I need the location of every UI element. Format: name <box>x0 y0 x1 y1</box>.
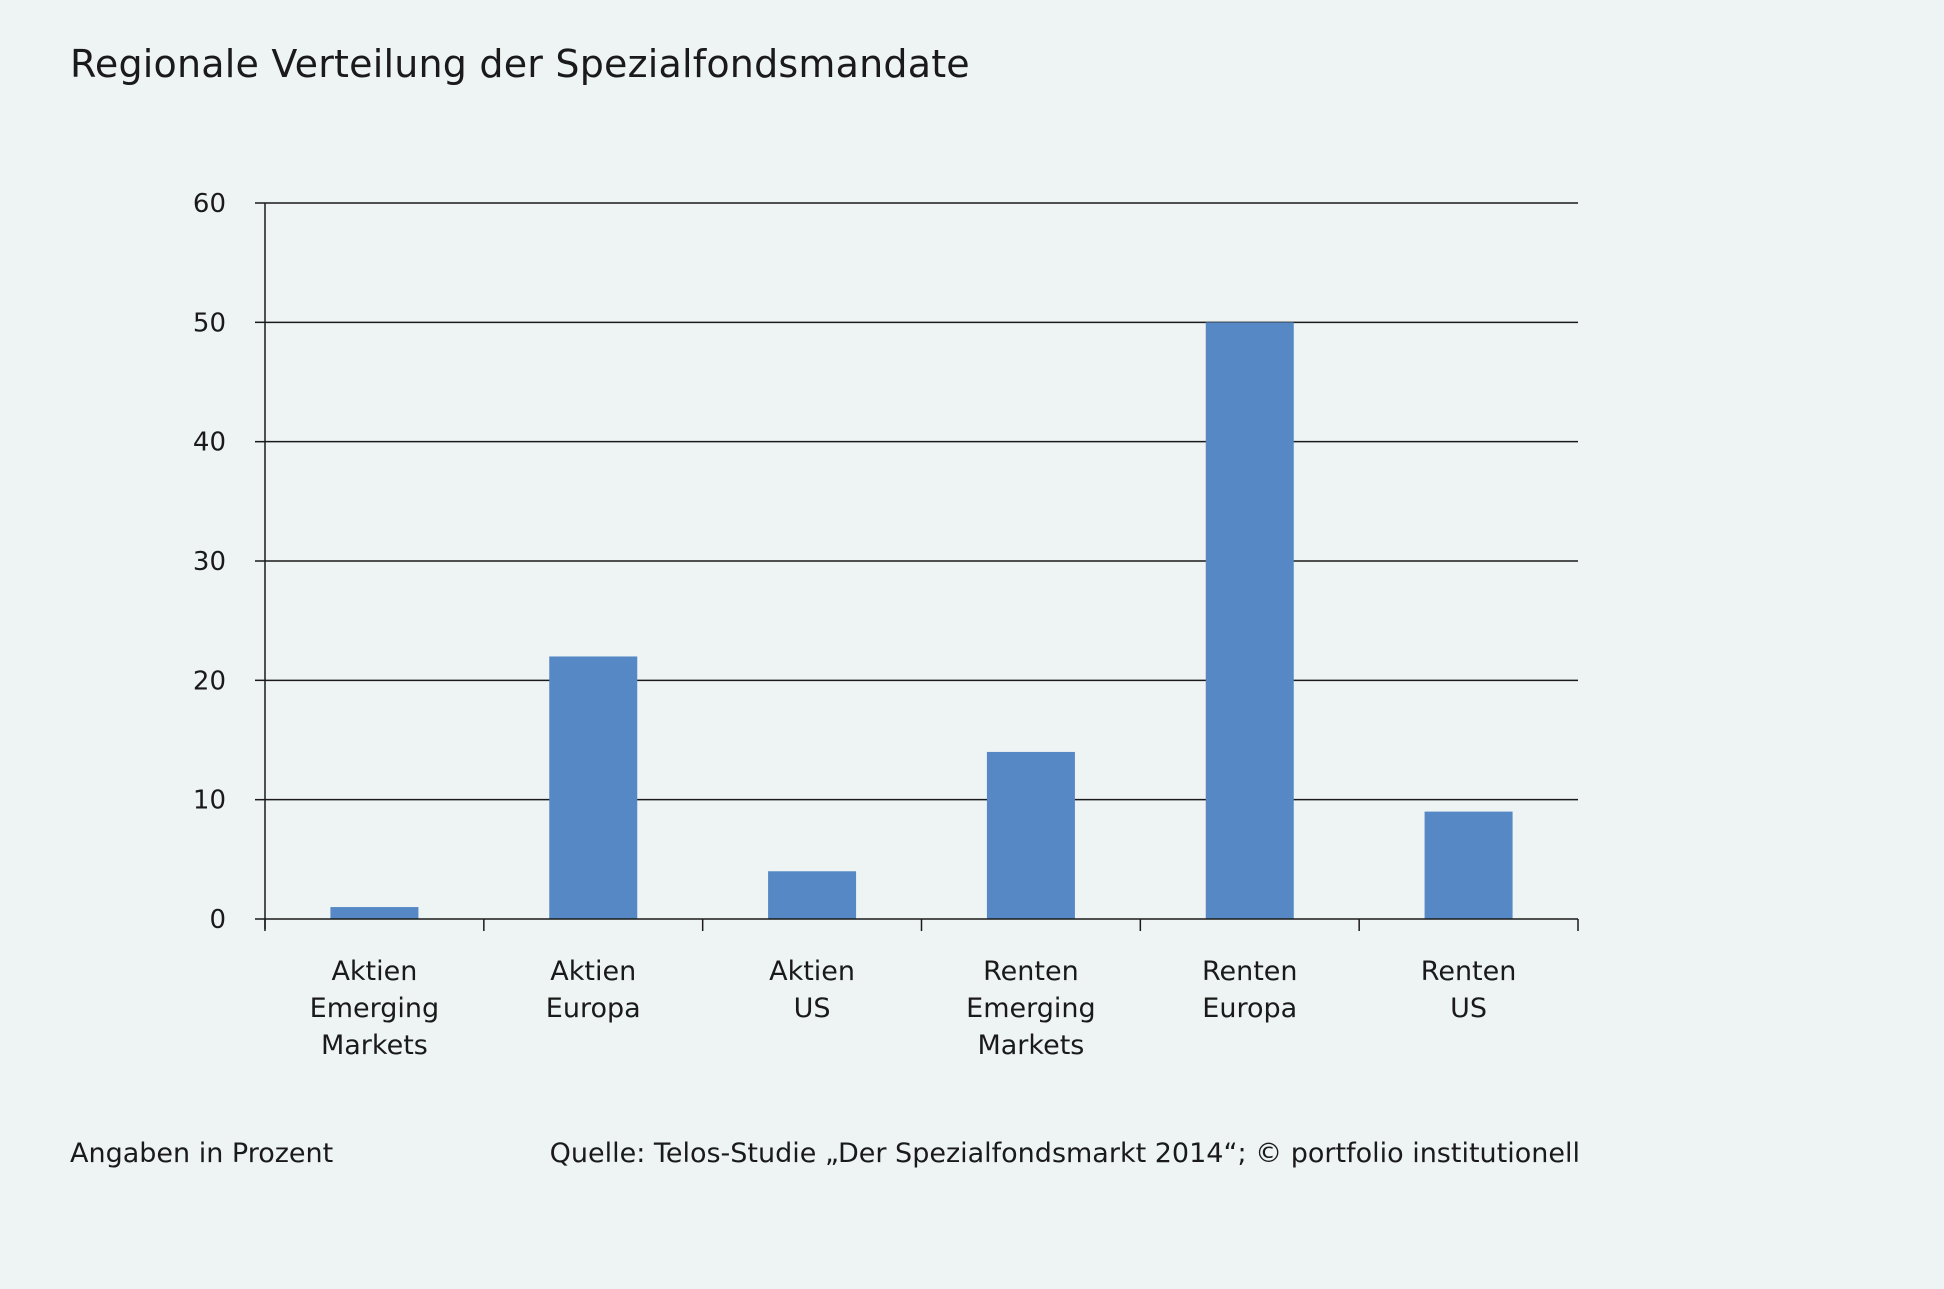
y-tick-label: 0 <box>209 905 226 935</box>
bar <box>549 656 638 919</box>
x-category-label: Renten <box>1202 956 1298 987</box>
gridlines <box>265 202 1578 801</box>
x-category-label: Emerging <box>310 993 440 1024</box>
x-category-label: Renten <box>1421 956 1517 987</box>
x-category-label: Markets <box>977 1030 1084 1061</box>
x-category-label: Europa <box>1202 993 1297 1024</box>
x-category-label: Aktien <box>769 956 855 987</box>
x-category-label: Europa <box>546 993 641 1024</box>
bar <box>1205 322 1294 919</box>
axes <box>255 202 1579 931</box>
y-tick-labels: 0 10 20 30 40 50 60 <box>193 189 226 935</box>
x-category-label: Aktien <box>331 956 417 987</box>
x-category-label: Aktien <box>550 956 636 987</box>
bars <box>330 322 1513 919</box>
bar <box>330 907 419 919</box>
x-category-label: Renten <box>983 956 1079 987</box>
x-category-label: US <box>1450 993 1487 1024</box>
y-tick-label: 60 <box>193 189 226 219</box>
chart-title: Regionale Verteilung der Spezialfondsman… <box>70 42 970 86</box>
y-tick-label: 20 <box>193 666 226 696</box>
x-category-label: US <box>794 993 831 1024</box>
bar <box>1424 811 1513 919</box>
x-category-label: Markets <box>321 1030 428 1061</box>
y-tick-label: 10 <box>193 786 226 816</box>
unit-note: Angaben in Prozent <box>70 1138 334 1169</box>
x-category-labels: Aktien Emerging Markets Aktien Europa Aktien U… <box>310 956 1517 1061</box>
y-tick-label: 30 <box>193 547 226 577</box>
bar <box>768 871 857 919</box>
source-note: Quelle: Telos-Studie „Der Spezialfondsma… <box>549 1138 1580 1169</box>
bar <box>986 751 1075 919</box>
y-tick-label: 40 <box>193 428 226 458</box>
y-tick-label: 50 <box>193 308 226 338</box>
x-category-label: Emerging <box>966 993 1096 1024</box>
